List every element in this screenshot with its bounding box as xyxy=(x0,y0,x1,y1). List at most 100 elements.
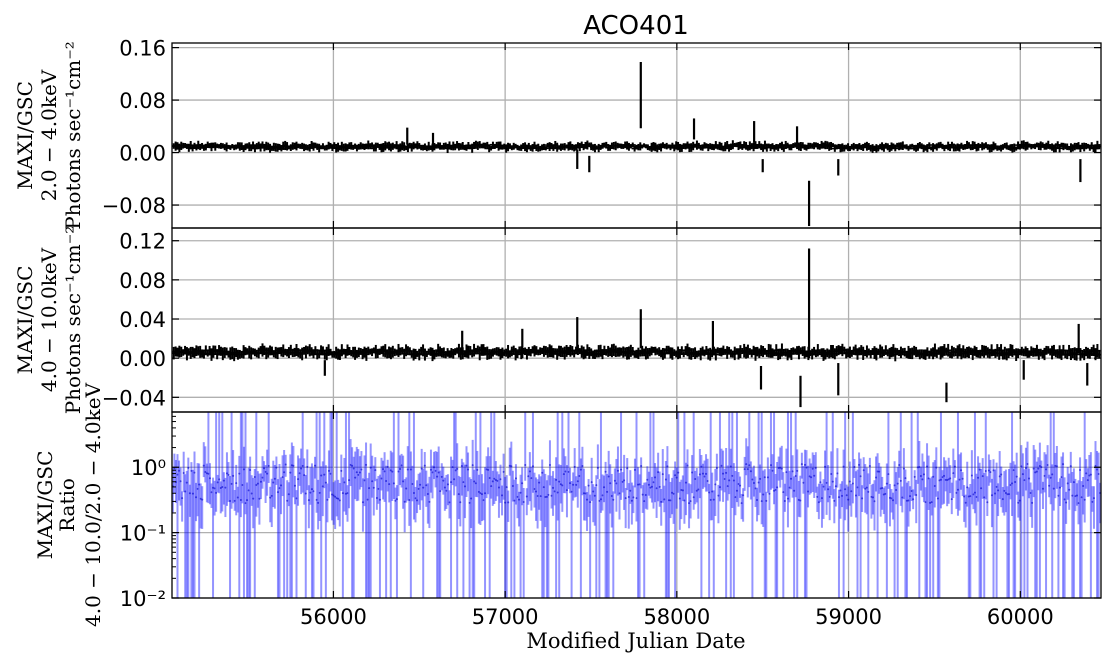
ratio-point xyxy=(786,497,789,500)
ratio-point xyxy=(774,488,777,491)
ratio-point xyxy=(981,475,984,478)
ratio-point xyxy=(275,466,278,469)
ratio-point xyxy=(462,481,465,484)
ratio-point xyxy=(822,485,825,488)
ratio-point xyxy=(514,477,517,480)
y-tick-label: 10⁰ xyxy=(131,456,166,480)
ratio-point xyxy=(641,493,644,496)
ratio-point xyxy=(678,497,681,500)
ratio-point xyxy=(256,482,259,485)
ratio-point xyxy=(222,479,225,482)
ratio-point xyxy=(994,492,997,495)
ratio-point xyxy=(474,482,477,485)
ratio-point xyxy=(306,465,309,468)
ratio-point xyxy=(582,492,585,495)
ratio-point xyxy=(797,498,800,501)
ratio-point xyxy=(323,473,326,476)
y-axis-label-line: MAXI/GSC xyxy=(13,266,37,375)
ratio-point xyxy=(811,467,814,470)
ratio-point xyxy=(434,469,437,472)
ratio-point xyxy=(831,480,834,483)
ratio-point xyxy=(446,483,449,486)
ratio-point xyxy=(780,467,783,470)
ratio-point xyxy=(575,483,578,486)
y-tick-label: 0.16 xyxy=(119,37,166,61)
ratio-point xyxy=(369,466,372,469)
ratio-point xyxy=(1086,479,1089,482)
ratio-point xyxy=(326,498,329,501)
ratio-point xyxy=(348,479,351,482)
ratio-point xyxy=(848,480,851,483)
ratio-point xyxy=(754,487,757,490)
ratio-point xyxy=(825,481,828,484)
ratio-point xyxy=(938,479,941,482)
ratio-point xyxy=(1032,467,1035,470)
ratio-point xyxy=(292,464,295,467)
ratio-point xyxy=(858,463,861,466)
ratio-point xyxy=(851,482,854,485)
ratio-point xyxy=(552,486,555,489)
ratio-point xyxy=(382,468,385,471)
ratio-point xyxy=(698,473,701,476)
ratio-point xyxy=(630,499,633,502)
ratio-point xyxy=(258,497,261,500)
ratio-point xyxy=(504,501,507,504)
ratio-point xyxy=(1066,482,1069,485)
ratio-point xyxy=(762,493,765,496)
ratio-point xyxy=(691,471,694,474)
ratio-point xyxy=(298,472,301,475)
ratio-point xyxy=(448,501,451,504)
ratio-point xyxy=(212,486,215,489)
ratio-point xyxy=(579,468,582,471)
ratio-point xyxy=(683,499,686,502)
ratio-point xyxy=(341,492,344,495)
ratio-point xyxy=(715,466,718,469)
ratio-point xyxy=(671,491,674,494)
x-tick-label: 56000 xyxy=(300,605,367,629)
ratio-point xyxy=(1001,498,1004,501)
ratio-point xyxy=(837,496,840,499)
data-series xyxy=(172,412,1101,598)
ratio-point xyxy=(967,495,970,498)
ratio-point xyxy=(494,478,497,481)
ratio-point xyxy=(460,465,463,468)
ratio-point xyxy=(861,497,864,500)
ratio-point xyxy=(990,494,993,497)
x-tick-label: 57000 xyxy=(472,605,539,629)
ratio-point xyxy=(332,494,335,497)
ratio-point xyxy=(926,465,929,468)
ratio-point xyxy=(805,466,808,469)
ratio-point xyxy=(813,474,816,477)
ratio-point xyxy=(307,499,310,502)
ratio-point xyxy=(239,498,242,501)
ratio-point xyxy=(1018,499,1021,502)
ratio-point xyxy=(734,496,737,499)
ratio-point xyxy=(760,500,763,503)
ratio-point xyxy=(199,497,202,500)
ratio-point xyxy=(219,486,222,489)
ratio-point xyxy=(947,478,950,481)
ratio-point xyxy=(1077,502,1080,505)
ratio-point xyxy=(723,477,726,480)
ratio-point xyxy=(335,497,338,500)
ratio-point xyxy=(253,475,256,478)
ratio-point xyxy=(735,489,738,492)
ratio-point xyxy=(1003,489,1006,492)
ratio-point xyxy=(542,486,545,489)
ratio-point xyxy=(377,487,380,490)
ratio-point xyxy=(562,473,565,476)
ratio-point xyxy=(399,467,402,470)
ratio-point xyxy=(647,483,650,486)
ratio-point xyxy=(556,491,559,494)
ratio-point xyxy=(771,469,774,472)
ratio-point xyxy=(844,488,847,491)
ratio-point xyxy=(975,495,978,498)
ratio-point xyxy=(521,482,524,485)
ratio-point xyxy=(198,483,201,486)
ratio-point xyxy=(422,486,425,489)
ratio-point xyxy=(674,474,677,477)
ratio-point xyxy=(987,469,990,472)
ratio-point xyxy=(304,492,307,495)
ratio-point xyxy=(912,498,915,501)
ratio-point xyxy=(310,488,313,491)
